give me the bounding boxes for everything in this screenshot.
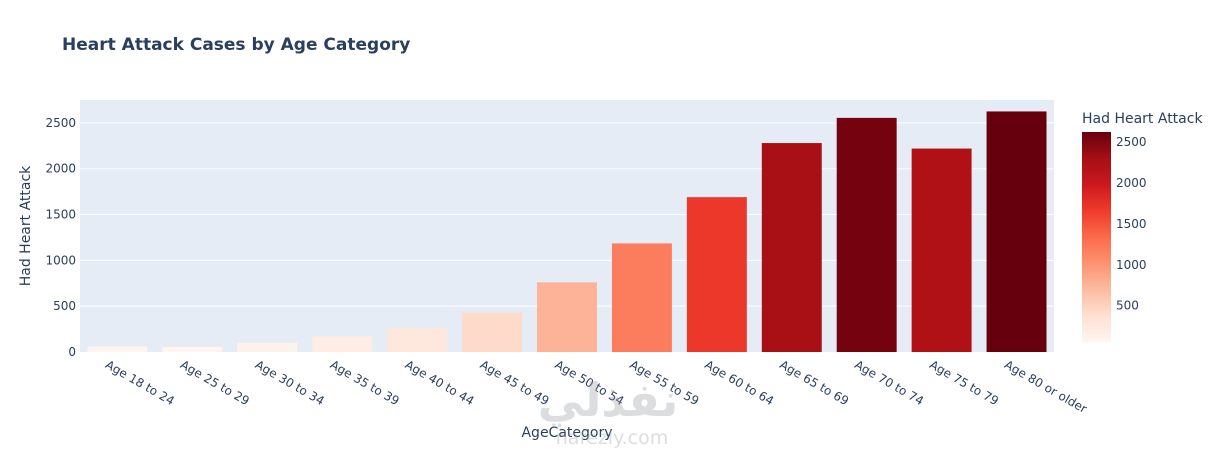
bar <box>537 282 597 352</box>
bar <box>761 143 822 352</box>
x-tick-label: Age 60 to 64 <box>702 357 776 408</box>
colorbar-ticks: 500 1000 1500 2000 2500 <box>1116 135 1147 312</box>
colorbar <box>1082 132 1111 342</box>
bars <box>87 111 1047 353</box>
colorbar-title: Had Heart Attack <box>1082 111 1203 127</box>
x-axis-title: AgeCategory <box>521 425 612 441</box>
chart-title: Heart Attack Cases by Age Category <box>62 35 410 55</box>
colorbar-tick-label: 2500 <box>1116 135 1147 149</box>
x-tick-label: Age 30 to 34 <box>253 357 327 408</box>
bar <box>312 336 373 352</box>
x-tick-label: Age 70 to 74 <box>852 357 926 408</box>
bar <box>387 328 448 352</box>
x-tick-label: Age 35 to 39 <box>328 357 402 408</box>
y-tick-label: 1000 <box>45 253 76 267</box>
y-tick-label: 1500 <box>45 208 76 222</box>
colorbar-tick-label: 2000 <box>1116 176 1147 190</box>
bar <box>237 342 298 352</box>
bar <box>462 312 523 352</box>
colorbar-tick-label: 1500 <box>1116 217 1147 231</box>
x-tick-label: Age 80 or older <box>1002 357 1089 416</box>
y-tick-label: 0 <box>68 345 76 359</box>
bar <box>87 346 148 352</box>
x-tick-label: Age 25 to 29 <box>178 357 252 408</box>
y-tick-label: 500 <box>53 299 76 313</box>
x-tick-label: Age 75 to 79 <box>927 357 1001 408</box>
colorbar-tick-label: 1000 <box>1116 258 1147 272</box>
y-axis-title: Had Heart Attack <box>18 165 34 286</box>
watermark-logo: نفذلي <box>538 373 679 427</box>
bar <box>611 243 672 352</box>
bar <box>911 148 972 352</box>
x-tick-label: Age 18 to 24 <box>103 357 177 408</box>
bar <box>836 117 897 353</box>
y-tick-label: 2000 <box>45 162 76 176</box>
colorbar-tick-label: 500 <box>1116 299 1139 313</box>
y-axis-ticks: 0 500 1000 1500 2000 2500 <box>45 116 76 359</box>
bar <box>162 346 223 352</box>
bar <box>986 111 1047 352</box>
x-tick-label: Age 65 to 69 <box>777 357 851 408</box>
x-tick-label: Age 40 to 44 <box>403 357 477 408</box>
watermark-url: nafezly.com <box>556 427 668 449</box>
bar <box>686 197 747 352</box>
y-tick-label: 2500 <box>45 116 76 130</box>
